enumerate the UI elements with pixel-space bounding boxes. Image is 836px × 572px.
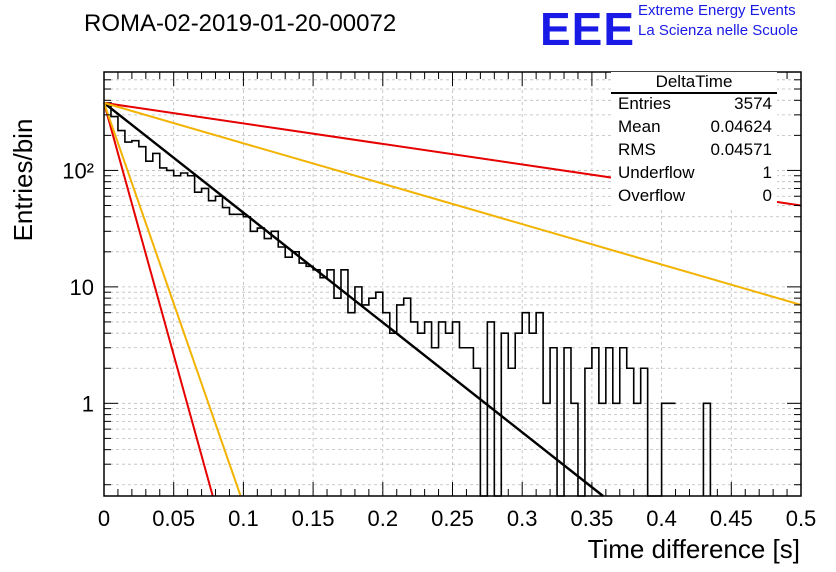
stats-label: Overflow bbox=[618, 186, 686, 205]
stats-value: 0 bbox=[762, 186, 772, 205]
y-tick-label: 10 bbox=[70, 275, 94, 300]
stats-title: DeltaTime bbox=[611, 72, 777, 94]
x-tick-label: 0.25 bbox=[431, 506, 474, 531]
fit-line bbox=[103, 102, 242, 497]
stats-value: 0.04571 bbox=[710, 140, 772, 159]
histogram-outline bbox=[104, 102, 676, 497]
y-tick-label: 1 bbox=[82, 391, 94, 416]
x-tick-label: 0.2 bbox=[368, 506, 399, 531]
x-tick-label: 0.1 bbox=[228, 506, 259, 531]
fit-line bbox=[103, 102, 214, 497]
x-tick-label: 0 bbox=[98, 506, 110, 531]
histogram-isolated-bin bbox=[702, 402, 712, 496]
fit-line bbox=[103, 101, 802, 306]
stats-value: 0.04624 bbox=[710, 117, 772, 136]
fit-line bbox=[103, 101, 604, 497]
stats-box: DeltaTime Entries 3574 Mean 0.04624 RMS 0.0… bbox=[611, 72, 777, 210]
run-title: ROMA-02-2019-01-20-00072 bbox=[84, 10, 397, 37]
x-tick-label: 0.5 bbox=[786, 506, 817, 531]
x-tick-label: 0.45 bbox=[710, 506, 753, 531]
histogram-bars bbox=[104, 102, 712, 497]
y-tick-label: 10² bbox=[62, 158, 94, 183]
logo-line-2: La Scienza nelle Scuole bbox=[638, 22, 799, 39]
x-tick-label: 0.05 bbox=[152, 506, 195, 531]
eee-logo: EEE bbox=[540, 3, 636, 55]
x-tick-label: 0.3 bbox=[507, 506, 538, 531]
x-axis-label: Time difference [s] bbox=[588, 534, 800, 564]
stats-label: Mean bbox=[618, 117, 661, 136]
x-tick-label: 0.35 bbox=[570, 506, 613, 531]
x-tick-label: 0.15 bbox=[292, 506, 335, 531]
stats-label: Underflow bbox=[618, 163, 695, 182]
stats-value: 3574 bbox=[734, 94, 772, 113]
x-tick-label: 0.4 bbox=[646, 506, 677, 531]
logo-line-1: Extreme Energy Events bbox=[638, 2, 796, 19]
stats-label: Entries bbox=[618, 94, 671, 113]
y-axis-label: Entries/bin bbox=[8, 119, 38, 242]
stats-value: 1 bbox=[762, 163, 772, 182]
stats-label: RMS bbox=[618, 140, 656, 159]
